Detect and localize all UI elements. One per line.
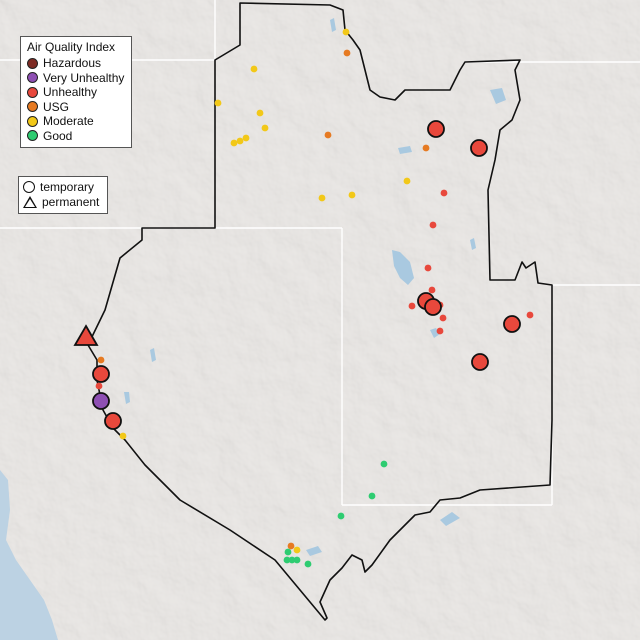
lake-powell (440, 512, 460, 526)
monitor-dot-usg[interactable] (343, 49, 351, 57)
very-unhealthy-swatch (27, 72, 38, 84)
monitor-dot-usg[interactable] (97, 356, 105, 364)
american-falls-reservoir (398, 146, 412, 154)
lakes (124, 18, 506, 556)
legend-label-moderate: Moderate (43, 114, 94, 129)
yellowstone-lake (490, 88, 506, 104)
temporary-monitor-unhealthy[interactable] (470, 139, 488, 157)
unhealthy-swatch (27, 86, 38, 98)
pyramid-lake (150, 348, 156, 362)
legend-item-very-unhealthy: Very Unhealthy (27, 71, 125, 86)
circle-icon (23, 181, 35, 194)
legend-title: Air Quality Index (27, 40, 116, 54)
monitor-dot-unhealthy[interactable] (408, 302, 416, 310)
lake-tahoe (124, 392, 130, 404)
monitor-dot-good[interactable] (293, 556, 301, 564)
temporary-monitor-unhealthy[interactable] (471, 353, 489, 371)
moderate-swatch (27, 115, 38, 127)
temporary-monitor-very-unhealthy[interactable] (92, 392, 110, 410)
monitor-dot-good[interactable] (380, 460, 388, 468)
monitor-dot-good[interactable] (283, 556, 291, 564)
monitor-dot-moderate[interactable] (318, 194, 326, 202)
monitor-dot-unhealthy[interactable] (440, 189, 448, 197)
monitor-dot-unhealthy[interactable] (428, 286, 436, 294)
legend-item-usg: USG (27, 100, 125, 115)
monitor-dot-good[interactable] (288, 556, 296, 564)
pacific-ocean (0, 470, 58, 640)
monitor-dot-usg[interactable] (287, 542, 295, 550)
temporary-monitor-unhealthy[interactable] (92, 365, 110, 383)
monitor-dot-moderate[interactable] (242, 134, 250, 142)
monitor-dot-unhealthy[interactable] (439, 314, 447, 322)
good-swatch (27, 130, 38, 142)
temporary-monitor-unhealthy[interactable] (427, 120, 445, 138)
triangle-icon (23, 195, 37, 208)
monitor-dot-good[interactable] (337, 512, 345, 520)
aqi-legend: Air Quality Index Hazardous Very Unhealt… (20, 36, 132, 148)
monitor-dot-good[interactable] (368, 492, 376, 500)
hazardous-swatch (27, 57, 38, 69)
monitor-dot-usg[interactable] (324, 131, 332, 139)
permanent-monitor-unhealthy[interactable] (73, 324, 99, 346)
temporary-monitor-unhealthy[interactable] (503, 315, 521, 333)
monitor-dot-moderate[interactable] (236, 137, 244, 145)
flathead-lake (330, 18, 336, 32)
legend-label-temporary: temporary (40, 180, 95, 195)
legend-item-temporary: temporary (23, 180, 103, 195)
legend-label-good: Good (43, 128, 73, 143)
monitor-dot-moderate[interactable] (261, 124, 269, 132)
monitor-dot-good[interactable] (304, 560, 312, 568)
monitor-dot-unhealthy[interactable] (436, 327, 444, 335)
legend-item-hazardous: Hazardous (27, 56, 125, 71)
legend-label-permanent: permanent (42, 194, 100, 209)
monitor-dot-moderate[interactable] (293, 546, 301, 554)
lake-mead (306, 546, 322, 556)
legend-label-unhealthy: Unhealthy (43, 85, 98, 100)
monitor-dot-usg[interactable] (422, 144, 430, 152)
monitor-dot-good[interactable] (284, 548, 292, 556)
monitor-dot-moderate[interactable] (256, 109, 264, 117)
legend-item-permanent: permanent (23, 195, 103, 210)
monitor-dot-moderate[interactable] (214, 99, 222, 107)
temporary-monitor-unhealthy[interactable] (424, 298, 442, 316)
legend-label-usg: USG (43, 99, 70, 114)
usg-swatch (27, 101, 38, 113)
temporary-monitor-unhealthy[interactable] (104, 412, 122, 430)
legend-item-unhealthy: Unhealthy (27, 85, 125, 100)
legend-label-very-unhealthy: Very Unhealthy (43, 70, 125, 85)
monitors-layer (73, 28, 534, 568)
monitor-dot-unhealthy[interactable] (526, 311, 534, 319)
monitor-dot-moderate[interactable] (230, 139, 238, 147)
bear-lake (470, 238, 476, 250)
legend-item-moderate: Moderate (27, 114, 125, 129)
monitor-dot-moderate[interactable] (250, 65, 258, 73)
monitor-type-legend: temporary permanent (18, 176, 108, 214)
monitor-dot-unhealthy[interactable] (424, 264, 432, 272)
monitor-dot-unhealthy[interactable] (95, 382, 103, 390)
monitor-dot-moderate[interactable] (119, 432, 127, 440)
monitor-dot-moderate[interactable] (403, 177, 411, 185)
legend-item-good: Good (27, 129, 125, 144)
legend-label-hazardous: Hazardous (43, 56, 102, 71)
monitor-dot-moderate[interactable] (348, 191, 356, 199)
monitor-dot-unhealthy[interactable] (429, 221, 437, 229)
great-salt-lake (392, 250, 414, 285)
monitor-dot-moderate[interactable] (342, 28, 350, 36)
